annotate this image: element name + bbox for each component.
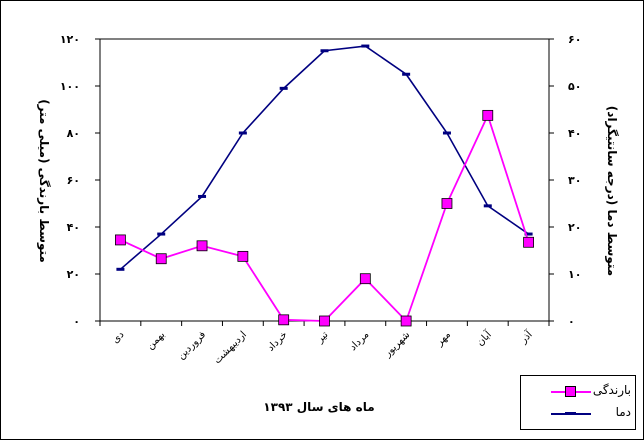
data-point-temperature — [402, 72, 411, 76]
left-y-tick-label: ۰ — [73, 315, 80, 328]
series-layer — [115, 44, 534, 327]
legend-rainfall-marker — [565, 386, 576, 397]
left-y-tick-label: ۶۰ — [67, 174, 80, 187]
right-y-tick-label: ۱۰ — [568, 268, 581, 281]
x-category-label: آذر — [516, 327, 535, 346]
legend-item-temperature: دما — [521, 403, 635, 423]
plot-area-border — [99, 38, 550, 322]
right-y-tick-label: ۶۰ — [568, 33, 581, 46]
x-category-label: شهریور — [382, 329, 413, 360]
x-category-label: تیر — [314, 329, 331, 346]
data-point-rainfall — [115, 234, 126, 246]
x-category-label: خرداد — [265, 329, 289, 353]
x-category-label: مهر — [434, 329, 453, 348]
data-point-temperature — [483, 204, 492, 208]
data-point-rainfall — [523, 236, 534, 248]
x-category-label: مرداد — [348, 329, 372, 353]
data-point-rainfall — [155, 253, 167, 265]
left-y-tick-label: ۴۰ — [67, 221, 80, 234]
data-point-rainfall — [482, 109, 494, 121]
left-y-tick-label: ۲۰ — [67, 268, 80, 281]
x-category-label: فروردین — [176, 329, 209, 362]
right-y-tick-label: ۳۰ — [568, 174, 581, 187]
data-point-rainfall — [441, 198, 453, 209]
data-point-temperature — [524, 232, 533, 236]
right-y-tick-label: ۴۰ — [568, 127, 581, 140]
data-point-rainfall — [237, 250, 249, 262]
data-point-temperature — [361, 44, 370, 48]
right-y-tick-label: ۲۰ — [568, 221, 581, 234]
x-axis-title: ماه های سال ۱۳۹۳ — [263, 400, 374, 414]
data-point-rainfall — [278, 314, 290, 326]
data-point-rainfall — [400, 315, 412, 327]
left-y-tick-label: ۸۰ — [67, 127, 80, 140]
data-point-rainfall — [196, 240, 208, 252]
data-point-temperature — [442, 131, 451, 135]
legend: بارندگی دما — [520, 375, 636, 430]
data-point-temperature — [157, 232, 166, 236]
legend-temperature-label: دما — [615, 405, 631, 419]
right-y-tick-label: ۵۰ — [568, 80, 581, 93]
x-category-label: دی — [110, 329, 126, 345]
x-category-label: بهمن — [145, 329, 167, 351]
x-category-label: آبان — [473, 327, 494, 348]
left-y-tick-label: ۱۰۰ — [60, 80, 80, 93]
data-point-temperature — [198, 194, 207, 198]
series-line-0 — [120, 112, 530, 323]
data-point-temperature — [116, 267, 125, 271]
axes — [95, 38, 554, 326]
right-y-axis-title: متوسط دما (درجه سانتیگراد) — [604, 106, 619, 276]
right-y-tick-label: ۰ — [568, 315, 575, 328]
data-point-temperature — [320, 49, 329, 53]
legend-item-rainfall: بارندگی — [521, 381, 635, 401]
left-y-axis-title: متوسط بارندگی (میلی متر) — [36, 99, 51, 263]
legend-rainfall-label: بارندگی — [592, 383, 631, 397]
data-point-temperature — [238, 131, 247, 135]
data-point-rainfall — [319, 315, 330, 327]
legend-temperature-marker — [565, 412, 576, 415]
left-y-tick-label: ۱۲۰ — [60, 33, 80, 46]
data-point-temperature — [279, 86, 288, 90]
x-category-label: اردیبهشت — [212, 329, 249, 366]
data-point-rainfall — [359, 273, 371, 285]
